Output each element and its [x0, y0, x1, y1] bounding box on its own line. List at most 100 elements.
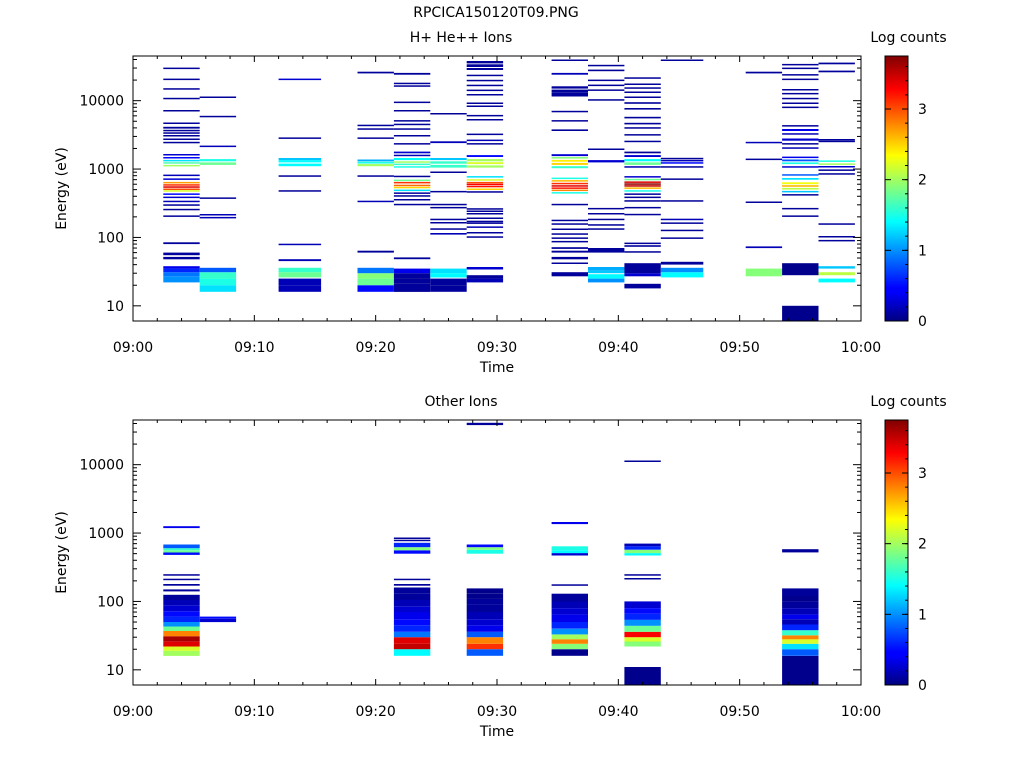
- y-axis-label: Energy (eV): [54, 147, 70, 230]
- data-cell: [624, 574, 661, 576]
- data-cell: [745, 268, 783, 277]
- data-cell: [551, 86, 588, 89]
- data-cell: [466, 275, 504, 279]
- data-cell: [393, 123, 431, 126]
- data-cell: [430, 233, 467, 235]
- x-tick-label: 10:00: [841, 704, 881, 720]
- data-cell: [278, 243, 322, 246]
- x-tick-label: 09:10: [234, 704, 274, 720]
- data-cell: [357, 267, 394, 274]
- data-cell: [551, 628, 588, 635]
- data-cell: [624, 134, 661, 136]
- data-cell: [551, 72, 588, 75]
- data-cell: [624, 667, 661, 685]
- data-cell: [551, 614, 588, 622]
- data-cell: [782, 92, 819, 95]
- data-cell: [624, 196, 661, 199]
- x-tick-label: 09:30: [477, 340, 517, 356]
- data-cell: [466, 422, 504, 426]
- data-cell: [163, 122, 200, 124]
- data-cell: [393, 539, 431, 542]
- data-cell: [624, 242, 661, 245]
- data-cell: [782, 215, 819, 217]
- data-cell: [624, 159, 661, 162]
- data-cell: [818, 70, 855, 73]
- data-cell: [357, 200, 394, 203]
- data-cell: [624, 151, 661, 154]
- data-cell: [393, 110, 431, 112]
- data-cell: [818, 239, 855, 242]
- data-cell: [163, 184, 200, 186]
- data-cell: [588, 89, 625, 91]
- data-cell: [551, 166, 588, 169]
- data-cell: [163, 544, 200, 549]
- data-cell: [199, 162, 237, 165]
- data-cell: [393, 163, 431, 166]
- data-cell: [466, 143, 504, 145]
- data-cell: [551, 553, 588, 556]
- data-cell: [393, 643, 431, 650]
- data-cell: [551, 272, 588, 277]
- data-cell: [393, 537, 431, 539]
- x-tick-label: 09:20: [355, 340, 395, 356]
- data-cell: [466, 191, 504, 193]
- data-cell: [393, 82, 431, 85]
- data-cell: [466, 79, 504, 82]
- data-cell: [199, 96, 237, 98]
- data-cell: [163, 622, 200, 627]
- data-cell: [782, 178, 819, 180]
- data-cell: [745, 141, 783, 144]
- x-tick-label: 09:00: [113, 704, 153, 720]
- data-cell: [430, 278, 467, 286]
- data-cell: [588, 213, 625, 215]
- colorbar-tick-label: 0: [918, 314, 927, 330]
- data-cell: [624, 166, 661, 168]
- data-cell: [624, 213, 661, 216]
- data-cell: [466, 625, 504, 632]
- data-cell: [624, 178, 661, 181]
- data-cell: [430, 203, 467, 206]
- data-cell: [624, 637, 661, 642]
- data-cell: [393, 135, 431, 137]
- data-cell: [357, 175, 394, 177]
- data-cell: [782, 74, 819, 76]
- data-cell: [163, 135, 200, 137]
- data-cell: [466, 210, 504, 212]
- data-cell: [466, 544, 504, 548]
- data-cell: [551, 187, 588, 189]
- data-cell: [393, 101, 431, 104]
- data-cell: [624, 116, 661, 119]
- data-cell: [466, 619, 504, 626]
- data-cell: [466, 114, 504, 117]
- data-cell: [624, 641, 661, 647]
- data-cell: [393, 203, 431, 206]
- data-cell: [199, 159, 237, 162]
- data-cell: [393, 550, 431, 554]
- colorbar-scale: [884, 55, 909, 322]
- data-cell: [430, 171, 467, 173]
- data-cell: [782, 596, 819, 602]
- data-cell: [393, 600, 431, 607]
- data-cell: [660, 157, 704, 160]
- data-cell: [466, 84, 504, 87]
- data-cell: [278, 267, 322, 273]
- figure-title: RPCICA150120T09.PNG: [413, 5, 578, 21]
- data-cell: [199, 616, 237, 619]
- x-tick-label: 09:00: [113, 340, 153, 356]
- data-cell: [163, 574, 200, 576]
- data-cell: [163, 605, 200, 612]
- data-cell: [551, 203, 588, 206]
- data-cell: [551, 180, 588, 182]
- data-cell: [660, 218, 704, 221]
- data-cell: [199, 145, 237, 148]
- data-cell: [466, 133, 504, 136]
- y-tick-label: 10: [106, 663, 124, 679]
- x-tick-label: 09:50: [719, 704, 759, 720]
- data-cell: [551, 262, 588, 264]
- data-cell: [393, 189, 431, 192]
- data-cell: [466, 631, 504, 638]
- x-axis-label: Time: [479, 724, 514, 740]
- data-cell: [393, 578, 431, 581]
- data-cell: [278, 160, 322, 163]
- data-cell: [393, 151, 431, 154]
